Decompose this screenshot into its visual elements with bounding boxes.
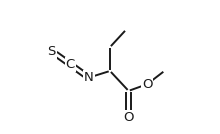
Text: C: C — [66, 58, 75, 71]
Text: S: S — [48, 45, 56, 58]
Text: N: N — [84, 71, 94, 84]
Text: O: O — [142, 78, 152, 91]
Text: O: O — [123, 111, 134, 124]
